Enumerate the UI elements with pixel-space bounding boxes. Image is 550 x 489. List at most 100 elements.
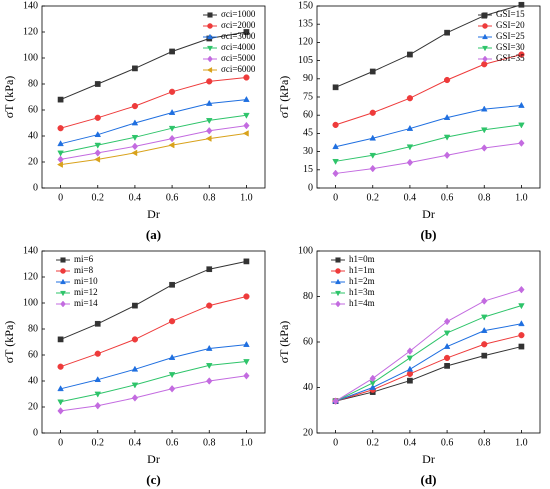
x-axis-label: Dr	[147, 452, 160, 466]
data-point	[518, 343, 525, 350]
data-point	[369, 374, 376, 383]
data-point	[243, 372, 250, 380]
data-point	[443, 134, 451, 141]
x-tick-label: 0.4	[404, 192, 417, 203]
y-axis-label: σT (kPa)	[277, 321, 291, 364]
y-tick-label: 60	[303, 109, 313, 120]
series-line	[60, 125, 247, 160]
series-line	[60, 31, 247, 101]
legend-label: mi=6	[74, 254, 94, 264]
data-point	[518, 122, 525, 129]
y-axis-label: σT (kPa)	[2, 321, 16, 364]
data-point	[243, 293, 250, 300]
x-tick-label: 0.8	[478, 192, 491, 203]
data-point	[168, 134, 176, 143]
data-point	[243, 359, 250, 366]
data-point	[57, 399, 64, 406]
data-point	[206, 302, 213, 309]
x-tick-label: 0.6	[166, 192, 179, 203]
x-tick-label: 0.2	[367, 192, 380, 203]
data-point	[480, 314, 488, 321]
legend-label: σci=6000	[221, 64, 256, 74]
data-point	[57, 125, 64, 132]
data-point	[243, 258, 250, 265]
legend-marker	[335, 290, 341, 297]
data-point	[57, 96, 64, 103]
data-point	[57, 385, 64, 392]
y-tick-label: 100	[298, 245, 313, 256]
y-tick-label: 140	[23, 0, 38, 11]
series-line	[335, 305, 522, 402]
data-point	[131, 119, 139, 126]
y-tick-label: 100	[23, 52, 38, 63]
data-point	[406, 347, 414, 355]
data-point	[94, 350, 101, 357]
x-tick-label: 0.4	[129, 192, 142, 203]
data-point	[205, 135, 212, 142]
x-tick-label: 0.6	[441, 437, 454, 448]
data-point	[406, 95, 414, 102]
data-point	[243, 121, 250, 130]
data-point	[443, 330, 451, 337]
data-point	[481, 61, 488, 68]
y-tick-label: 15	[303, 164, 313, 175]
legend-marker	[482, 23, 488, 29]
y-tick-label: 0	[308, 182, 313, 193]
caption: (b)	[421, 227, 437, 242]
data-point	[369, 109, 376, 116]
data-point	[406, 158, 414, 167]
data-point	[481, 341, 488, 348]
data-point	[243, 340, 250, 347]
data-point	[332, 121, 339, 129]
data-point	[480, 127, 488, 134]
y-tick-label: 120	[23, 271, 38, 282]
data-point	[131, 149, 138, 157]
x-tick-label: 0.6	[166, 437, 179, 448]
x-tick-label: 0.8	[478, 437, 491, 448]
data-point	[518, 1, 525, 8]
data-point	[56, 161, 63, 168]
data-point	[444, 363, 450, 369]
data-point	[131, 365, 139, 372]
data-point	[242, 130, 249, 137]
series-line	[335, 124, 522, 162]
legend-marker	[207, 45, 213, 52]
series-line	[60, 77, 247, 129]
x-tick-label: 0.2	[367, 437, 380, 448]
data-point	[518, 285, 525, 294]
y-tick-label: 105	[298, 55, 313, 66]
data-point	[57, 407, 64, 415]
caption: (d)	[421, 472, 437, 487]
legend-label: σci=3000	[221, 31, 256, 41]
data-point	[243, 74, 250, 81]
data-point	[480, 105, 488, 112]
data-point	[481, 352, 488, 359]
data-point	[443, 342, 451, 349]
y-tick-label: 80	[28, 78, 38, 89]
x-tick-label: 0.4	[404, 437, 417, 448]
data-point	[57, 150, 64, 157]
legend-label: mi=10	[74, 276, 98, 286]
data-point	[443, 317, 451, 326]
data-point	[94, 320, 101, 327]
legend-label: σci=4000	[221, 42, 256, 52]
data-point	[94, 131, 102, 138]
plot-frame	[41, 250, 266, 434]
legend-marker	[482, 45, 488, 52]
data-point	[94, 401, 101, 410]
data-point	[518, 320, 525, 327]
data-point	[94, 81, 101, 87]
legend-label: h1=3m	[349, 287, 375, 297]
data-point	[206, 377, 213, 385]
data-point	[57, 140, 64, 147]
data-point	[443, 76, 451, 84]
series-line	[335, 104, 522, 148]
y-tick-label: 80	[28, 323, 38, 334]
y-tick-label: 60	[28, 104, 38, 115]
x-tick-label: 0.6	[441, 192, 454, 203]
data-point	[243, 112, 250, 119]
legend-label: σci=2000	[221, 20, 256, 30]
x-axis-label: Dr	[422, 452, 435, 466]
y-tick-label: 20	[28, 156, 38, 167]
